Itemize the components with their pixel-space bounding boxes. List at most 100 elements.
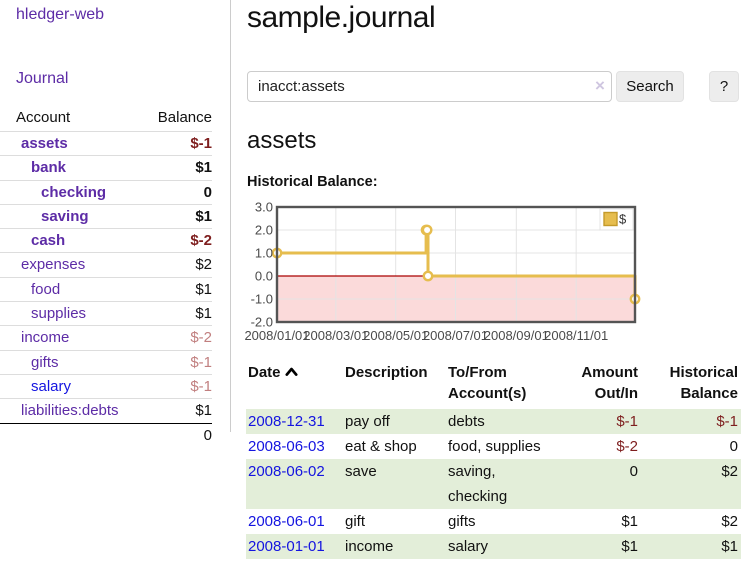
account-row: liabilities:debts $1: [0, 398, 212, 422]
account-balance: $1: [195, 159, 212, 177]
transaction-accounts: salary: [448, 538, 489, 555]
account-link-bank[interactable]: bank: [31, 159, 67, 177]
register-body: 2008-12-31 pay off debts $-1 $-1 2008-06-03 ea…: [246, 409, 741, 559]
transaction-balance: $1: [721, 538, 738, 555]
account-balance: $1: [195, 207, 212, 225]
transaction-amount: $1: [621, 513, 638, 530]
clear-search-icon[interactable]: ×: [595, 76, 605, 95]
account-balance: $-1: [190, 377, 212, 395]
account-row: supplies $1: [0, 301, 212, 325]
transaction-amount: 0: [629, 463, 638, 480]
account-row: salary $-1: [0, 373, 212, 398]
account-row: income $-2: [0, 325, 212, 349]
account-tree: assets $-1 bank $1 checking 0 saving $1 cash $-2 e…: [0, 131, 212, 448]
svg-text:2008/01/01: 2008/01/01: [244, 328, 309, 343]
transaction-date-link[interactable]: 2008-06-01: [248, 513, 325, 530]
svg-text:2008/03/01: 2008/03/01: [303, 328, 368, 343]
account-balance: $1: [195, 305, 212, 323]
svg-text:2.0: 2.0: [255, 223, 273, 238]
transaction-date-link[interactable]: 2008-06-02: [248, 463, 325, 480]
account-link-expenses[interactable]: expenses: [21, 256, 86, 274]
transaction-description: eat & shop: [345, 438, 417, 455]
date-column-header[interactable]: Date: [246, 362, 345, 383]
svg-text:2008/05/01: 2008/05/01: [363, 328, 428, 343]
transaction-amount: $-1: [616, 413, 638, 430]
account-balance: $1: [195, 402, 212, 420]
transaction-description: save: [345, 463, 377, 480]
account-link-assets[interactable]: assets: [21, 135, 68, 152]
account-balance: $-1: [190, 135, 212, 152]
account-row: cash $-2: [0, 228, 212, 252]
register-row: 2008-06-01 gift gifts $1 $2: [246, 509, 741, 534]
account-link-checking[interactable]: checking: [41, 183, 107, 201]
register-header-row: Date Description To/From Account(s) Amou…: [246, 362, 741, 404]
account-link-liabilities-debts[interactable]: liabilities:debts: [21, 402, 119, 420]
account-link-supplies[interactable]: supplies: [31, 305, 87, 323]
account-link-salary[interactable]: salary: [31, 377, 72, 395]
account-balance: $-2: [190, 232, 212, 250]
account-row: checking 0: [0, 179, 212, 204]
account-row: bank $1: [0, 155, 212, 179]
svg-text:0.0: 0.0: [255, 269, 273, 284]
svg-text:-1.0: -1.0: [251, 292, 273, 307]
historical-balance-label: Historical Balance:: [247, 174, 378, 190]
account-balance: 0: [203, 183, 212, 201]
account-balance: $-2: [190, 329, 212, 347]
sort-ascending-icon: [284, 362, 298, 383]
transaction-date-link[interactable]: 2008-06-03: [248, 438, 325, 455]
account-link-income[interactable]: income: [21, 329, 70, 347]
account-link-gifts[interactable]: gifts: [31, 353, 59, 371]
historical-balance-chart: $3.0 2.0 1.0 0.0 -1.0 -2.0 2008/01/01 2008/03/0…: [236, 199, 742, 347]
svg-text:2008/09/01: 2008/09/01: [484, 328, 549, 343]
account-column-header-register: To/From Account(s): [448, 364, 527, 402]
account-row: saving $1: [0, 203, 212, 228]
balance-column-header: Balance: [157, 109, 212, 126]
app-title-link[interactable]: hledger-web: [16, 6, 105, 23]
account-link-food[interactable]: food: [31, 280, 61, 298]
search-button[interactable]: Search: [616, 71, 684, 102]
account-table-header: Account Balance: [0, 105, 212, 131]
svg-text:2008/11/01: 2008/11/01: [544, 328, 608, 343]
balance-column-header-register: Historical Balance: [669, 364, 738, 402]
description-column-header: Description: [345, 364, 428, 381]
register-table: Date Description To/From Account(s) Amou…: [246, 362, 741, 559]
account-balance: $1: [195, 280, 212, 298]
transaction-date-link[interactable]: 2008-01-01: [248, 538, 325, 555]
transaction-balance: $2: [721, 463, 738, 480]
svg-text:$: $: [619, 212, 627, 227]
svg-text:-2.0: -2.0: [251, 315, 273, 330]
svg-text:2008/07/01: 2008/07/01: [423, 328, 488, 343]
transaction-amount: $1: [621, 538, 638, 555]
register-row: 2008-12-31 pay off debts $-1 $-1: [246, 409, 741, 434]
page-title: sample.journal: [247, 1, 436, 34]
amount-column-header: Amount Out/In: [581, 364, 638, 402]
account-heading: assets: [247, 127, 317, 154]
account-row: expenses $2: [0, 252, 212, 276]
account-link-saving[interactable]: saving: [41, 207, 89, 225]
transaction-balance: 0: [729, 438, 738, 455]
transaction-accounts: debts: [448, 413, 485, 430]
svg-text:1.0: 1.0: [255, 246, 273, 261]
account-link-cash[interactable]: cash: [31, 232, 66, 250]
account-row: food $1: [0, 276, 212, 301]
sidebar: hledger-web Journal Account Balance asse…: [0, 0, 231, 444]
register-row: 2008-06-02 save saving, checking 0 $2: [246, 459, 741, 509]
transaction-description: income: [345, 538, 394, 555]
transaction-accounts: food, supplies: [448, 438, 541, 455]
transaction-date-link[interactable]: 2008-12-31: [248, 413, 325, 430]
register-row: 2008-01-01 income salary $1 $1: [246, 534, 741, 559]
account-balance: $2: [195, 256, 212, 274]
transaction-balance: $-1: [716, 413, 738, 430]
account-column-header: Account: [16, 109, 71, 126]
sidebar-item-journal[interactable]: Journal: [16, 70, 69, 87]
transaction-description: pay off: [345, 413, 390, 430]
account-row: gifts $-1: [0, 349, 212, 374]
svg-text:3.0: 3.0: [255, 200, 273, 215]
transaction-accounts: gifts: [448, 513, 476, 530]
search-input[interactable]: [247, 71, 612, 102]
transaction-amount: $-2: [616, 438, 638, 455]
help-button[interactable]: ?: [709, 71, 739, 102]
register-row: 2008-06-03 eat & shop food, supplies $-2 0: [246, 434, 741, 459]
account-row: assets $-1: [0, 131, 212, 155]
